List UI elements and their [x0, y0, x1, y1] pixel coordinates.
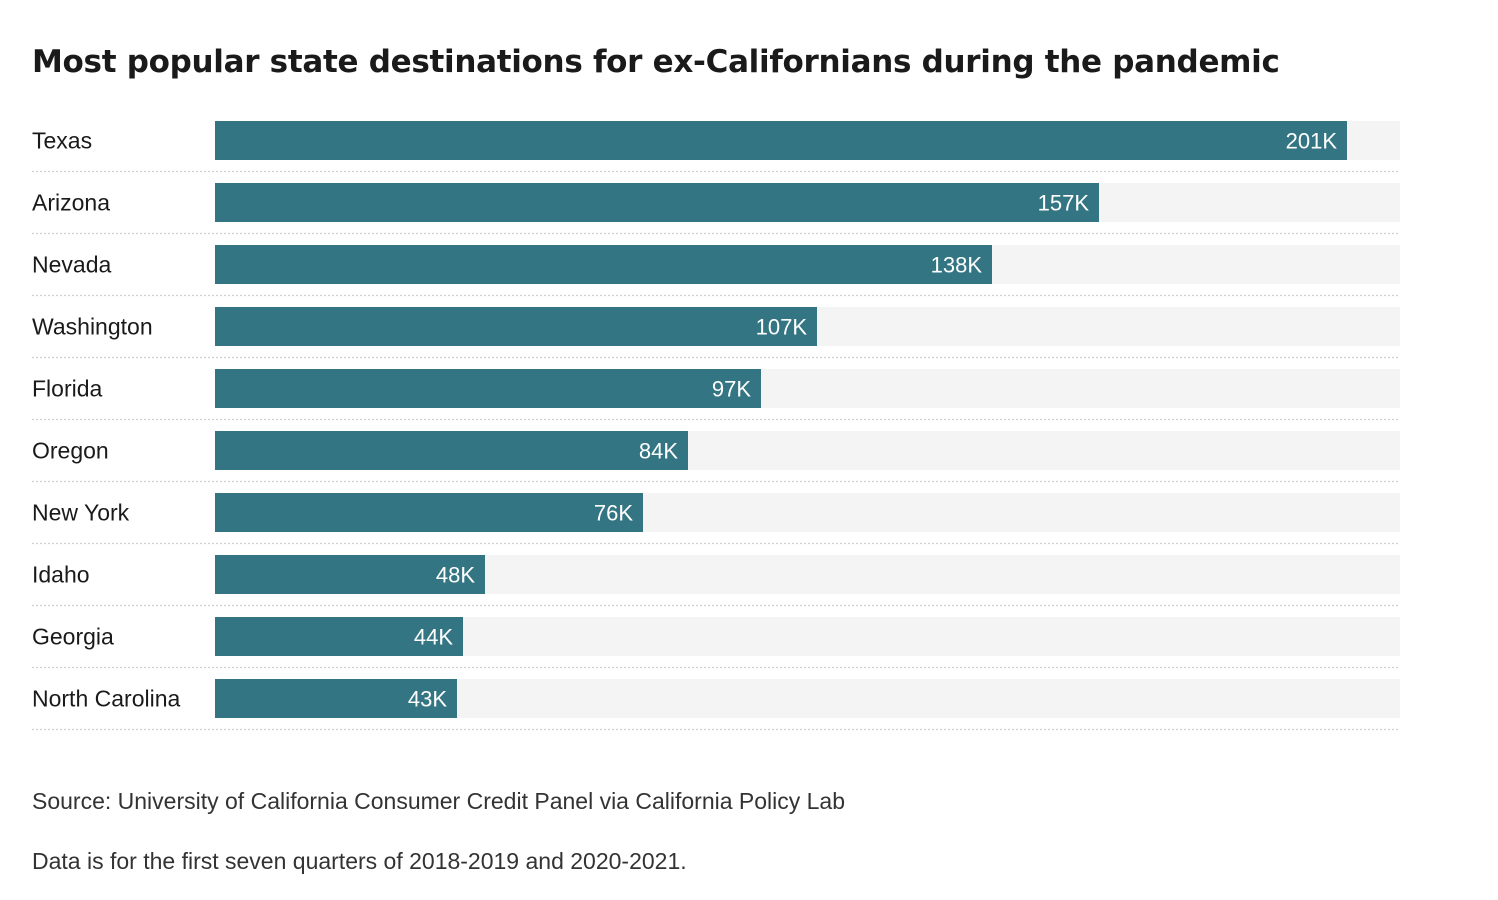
- bar: [215, 431, 688, 470]
- bar: [215, 617, 463, 656]
- value-label: 97K: [712, 377, 751, 402]
- category-label: Oregon: [32, 438, 109, 464]
- data-note: Data is for the first seven quarters of …: [32, 848, 687, 874]
- bar: [215, 307, 817, 346]
- bar: [215, 183, 1099, 222]
- value-label: 138K: [931, 253, 983, 278]
- category-label: Georgia: [32, 624, 114, 650]
- value-label: 48K: [436, 563, 475, 588]
- value-label: 157K: [1038, 191, 1090, 216]
- bar: [215, 369, 761, 408]
- category-label: Idaho: [32, 562, 90, 588]
- chart-title: Most popular state destinations for ex-C…: [32, 44, 1280, 80]
- bar-chart: Texas 201K Arizona 157K Nevada 138K Washington…: [32, 121, 1400, 731]
- bar: [215, 679, 457, 718]
- source-note: Source: University of California Consume…: [32, 788, 846, 814]
- value-label: 201K: [1286, 129, 1338, 154]
- category-label: Nevada: [32, 252, 111, 278]
- category-label: Washington: [32, 314, 153, 340]
- category-label: New York: [32, 500, 130, 526]
- category-label: Texas: [32, 128, 92, 154]
- category-label: Arizona: [32, 190, 110, 216]
- bar: [215, 493, 643, 532]
- category-label: Florida: [32, 376, 103, 402]
- bar: [215, 555, 485, 594]
- value-label: 76K: [594, 501, 633, 526]
- value-label: 43K: [408, 687, 447, 712]
- value-label: 84K: [639, 439, 678, 464]
- bar: [215, 121, 1347, 160]
- category-label: North Carolina: [32, 686, 180, 712]
- bar: [215, 245, 992, 284]
- value-label: 107K: [756, 315, 808, 340]
- value-label: 44K: [414, 625, 453, 650]
